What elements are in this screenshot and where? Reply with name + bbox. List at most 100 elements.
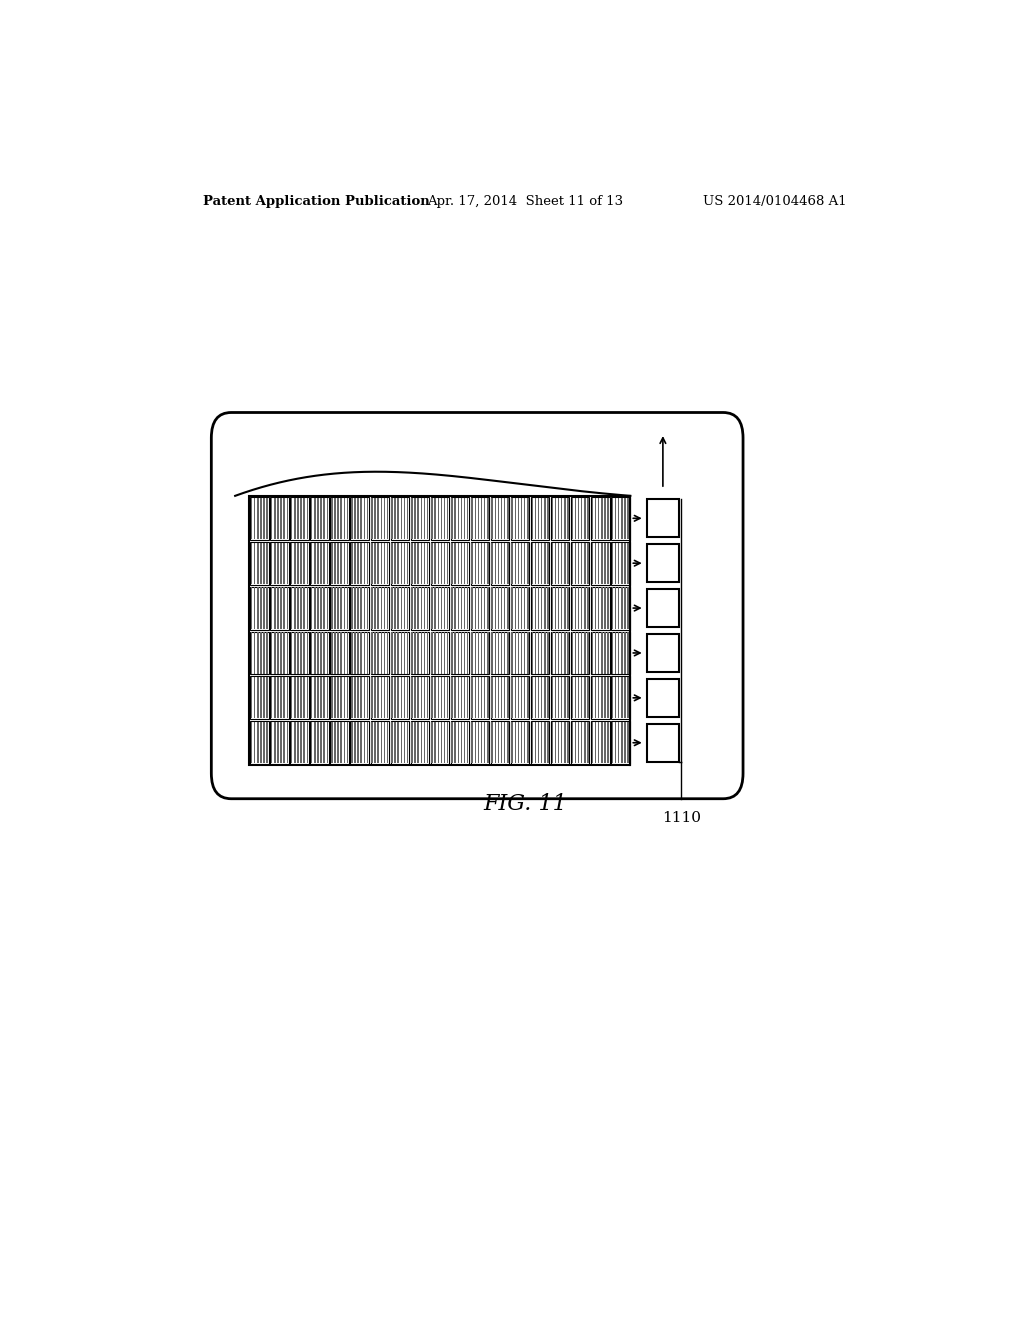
Bar: [518, 498, 519, 539]
Bar: [421, 587, 422, 628]
Bar: [535, 498, 537, 539]
Bar: [300, 677, 302, 718]
Bar: [337, 677, 339, 718]
Bar: [592, 722, 593, 763]
Bar: [291, 543, 293, 583]
Bar: [303, 543, 305, 583]
Bar: [591, 541, 609, 585]
Bar: [266, 722, 268, 763]
Bar: [311, 722, 312, 763]
Bar: [357, 722, 358, 763]
Bar: [541, 722, 543, 763]
Bar: [558, 498, 559, 539]
Bar: [324, 722, 325, 763]
Bar: [297, 722, 299, 763]
Bar: [611, 722, 613, 763]
Bar: [498, 543, 499, 583]
Bar: [431, 677, 433, 718]
Text: FIG. 11: FIG. 11: [483, 793, 566, 814]
Bar: [628, 543, 629, 583]
Bar: [558, 677, 559, 718]
Text: 1110: 1110: [662, 810, 700, 825]
Bar: [611, 496, 630, 540]
Bar: [611, 543, 613, 583]
Bar: [394, 677, 396, 718]
Bar: [604, 722, 605, 763]
Bar: [440, 722, 442, 763]
Bar: [403, 632, 406, 673]
Bar: [378, 543, 379, 583]
Bar: [467, 632, 468, 673]
Bar: [527, 587, 528, 628]
Bar: [397, 677, 399, 718]
Bar: [495, 677, 496, 718]
Bar: [250, 541, 268, 585]
Bar: [455, 632, 456, 673]
Bar: [421, 498, 422, 539]
Bar: [471, 586, 489, 630]
Bar: [451, 541, 469, 585]
Bar: [484, 632, 485, 673]
Bar: [400, 632, 402, 673]
Bar: [303, 722, 305, 763]
Bar: [443, 498, 445, 539]
Bar: [492, 677, 493, 718]
Bar: [591, 586, 609, 630]
Bar: [374, 587, 376, 628]
Bar: [530, 586, 549, 630]
Bar: [474, 632, 476, 673]
Bar: [614, 543, 616, 583]
Bar: [571, 496, 590, 540]
Bar: [584, 722, 586, 763]
Bar: [551, 631, 569, 675]
Bar: [371, 587, 373, 628]
Bar: [625, 632, 626, 673]
Bar: [337, 587, 339, 628]
Bar: [521, 587, 522, 628]
Bar: [518, 543, 519, 583]
Bar: [357, 632, 358, 673]
Bar: [455, 587, 456, 628]
Bar: [331, 586, 349, 630]
Bar: [331, 676, 349, 719]
Bar: [578, 587, 580, 628]
Bar: [343, 587, 345, 628]
Bar: [504, 587, 506, 628]
Bar: [595, 677, 596, 718]
Bar: [471, 677, 473, 718]
Bar: [287, 543, 288, 583]
Bar: [412, 543, 413, 583]
Bar: [487, 543, 488, 583]
Bar: [434, 722, 436, 763]
Bar: [340, 722, 342, 763]
Bar: [471, 632, 473, 673]
Bar: [300, 722, 302, 763]
Bar: [270, 586, 289, 630]
Bar: [452, 632, 453, 673]
Bar: [424, 722, 425, 763]
Bar: [614, 498, 616, 539]
Bar: [521, 632, 522, 673]
Bar: [284, 677, 285, 718]
Bar: [324, 498, 325, 539]
Bar: [427, 498, 428, 539]
Bar: [607, 587, 609, 628]
Bar: [334, 677, 336, 718]
Bar: [437, 722, 439, 763]
Bar: [263, 677, 265, 718]
Bar: [495, 498, 496, 539]
Bar: [477, 587, 479, 628]
Bar: [490, 496, 509, 540]
Bar: [321, 632, 322, 673]
Bar: [477, 498, 479, 539]
Bar: [374, 677, 376, 718]
Bar: [281, 677, 282, 718]
Bar: [544, 677, 546, 718]
Bar: [541, 632, 543, 673]
Bar: [647, 544, 679, 582]
Bar: [547, 498, 549, 539]
Bar: [281, 587, 282, 628]
Bar: [250, 631, 268, 675]
Bar: [484, 587, 485, 628]
Bar: [331, 632, 333, 673]
